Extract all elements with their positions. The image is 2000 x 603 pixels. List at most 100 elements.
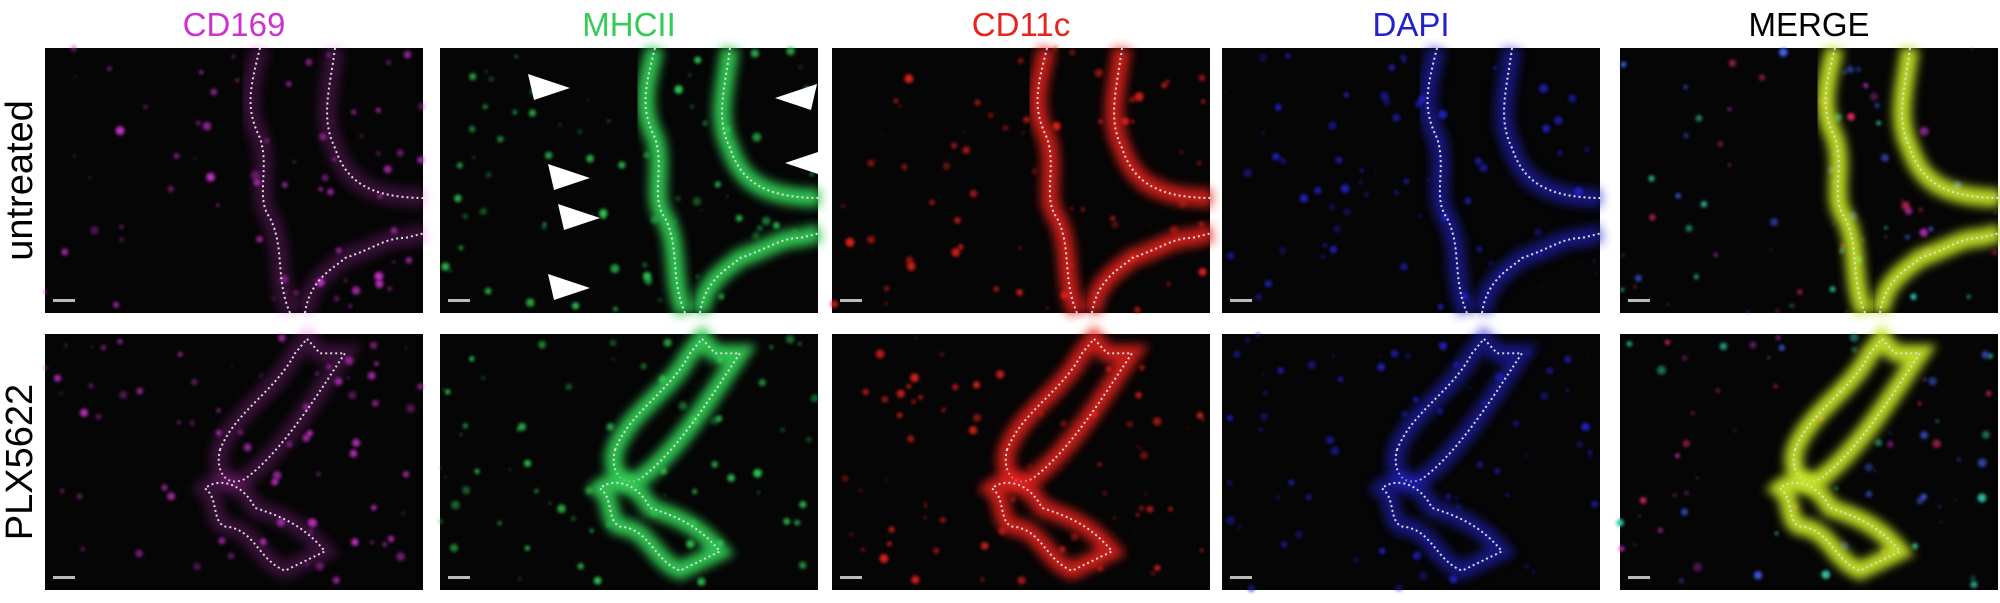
cell-signal bbox=[558, 123, 562, 127]
cell-signal bbox=[484, 70, 488, 73]
cell-signal bbox=[1201, 99, 1206, 104]
cell-signal bbox=[973, 381, 981, 389]
cell-signal bbox=[1135, 392, 1142, 399]
cell-signal bbox=[940, 352, 945, 357]
cell-signal bbox=[119, 391, 128, 399]
cell-signal bbox=[441, 262, 450, 271]
cell-signal bbox=[785, 335, 795, 344]
micrograph-panel bbox=[1222, 45, 1605, 317]
cell-signal bbox=[735, 214, 743, 222]
cell-signal bbox=[1845, 309, 1849, 313]
cell-signal bbox=[243, 443, 252, 452]
cell-signal bbox=[772, 221, 780, 229]
cell-signal bbox=[444, 476, 447, 479]
cell-signal bbox=[1533, 228, 1542, 237]
cell-signal bbox=[1412, 551, 1422, 560]
cell-signal bbox=[1935, 419, 1939, 423]
cell-signal bbox=[1018, 61, 1021, 64]
cell-signal bbox=[1665, 339, 1670, 345]
cell-signal bbox=[482, 104, 488, 109]
cell-signal bbox=[1977, 493, 1987, 503]
cell-signal bbox=[1524, 564, 1529, 569]
cell-signal bbox=[293, 290, 299, 296]
cell-signal bbox=[692, 197, 702, 206]
cell-signal bbox=[1297, 379, 1301, 383]
cell-signal bbox=[689, 104, 694, 109]
cell-signal bbox=[1578, 262, 1582, 266]
cell-signal bbox=[1616, 518, 1624, 527]
cell-signal bbox=[200, 130, 203, 133]
cell-signal bbox=[512, 109, 518, 115]
cell-signal bbox=[589, 528, 594, 533]
cell-signal bbox=[1439, 342, 1447, 350]
cell-signal bbox=[1401, 410, 1408, 418]
panel-content bbox=[441, 45, 823, 317]
cell-signal bbox=[417, 383, 424, 390]
cell-signal bbox=[1684, 491, 1689, 495]
cell-signal bbox=[74, 75, 77, 78]
cell-signal bbox=[799, 500, 807, 509]
cell-signal bbox=[117, 338, 123, 345]
panel-content bbox=[437, 325, 819, 586]
cell-signal bbox=[548, 502, 552, 505]
cell-signal bbox=[1851, 346, 1858, 353]
cell-signal bbox=[1388, 64, 1396, 71]
cell-signal bbox=[1385, 209, 1388, 212]
cell-signal bbox=[1932, 439, 1941, 449]
micrograph-panel bbox=[43, 325, 424, 590]
boundary-outline bbox=[1426, 47, 1468, 314]
cell-signal bbox=[100, 344, 107, 351]
cell-signal bbox=[1277, 367, 1284, 374]
cell-signal bbox=[1247, 585, 1255, 593]
cell-signal bbox=[1846, 65, 1855, 74]
cell-signal bbox=[1876, 120, 1881, 126]
scale-bar bbox=[448, 576, 470, 579]
row-label: untreated bbox=[0, 100, 41, 261]
cell-signal bbox=[136, 387, 144, 395]
cell-signal bbox=[974, 99, 981, 106]
cell-signal bbox=[1476, 246, 1482, 252]
cell-signal bbox=[1383, 98, 1391, 106]
cell-signal bbox=[1563, 355, 1572, 364]
cell-signal bbox=[1455, 495, 1459, 500]
cell-signal bbox=[1910, 293, 1917, 300]
cell-signal bbox=[1139, 364, 1145, 371]
cell-signal bbox=[1295, 530, 1303, 539]
cell-signal bbox=[392, 260, 396, 264]
cell-signal bbox=[1364, 192, 1369, 197]
cell-signal bbox=[202, 121, 212, 131]
panel-content bbox=[1616, 325, 1993, 589]
cell-signal bbox=[534, 488, 539, 494]
cell-signal bbox=[472, 155, 475, 159]
cell-signal bbox=[1243, 168, 1253, 178]
cell-signal bbox=[758, 378, 766, 387]
cell-signal bbox=[344, 279, 347, 282]
cell-signal bbox=[1374, 169, 1377, 172]
cell-signal bbox=[1864, 463, 1874, 472]
cell-signal bbox=[1379, 548, 1386, 555]
cell-signal bbox=[726, 195, 729, 198]
cell-signal bbox=[1505, 493, 1510, 497]
cell-signal bbox=[958, 244, 964, 250]
cell-signal bbox=[1340, 184, 1350, 193]
cell-signal bbox=[910, 373, 919, 383]
cell-signal bbox=[1954, 498, 1957, 501]
cell-signal bbox=[1715, 388, 1720, 393]
cell-signal bbox=[643, 152, 650, 159]
cell-signal bbox=[756, 225, 763, 232]
cell-signal bbox=[1832, 222, 1836, 226]
cell-signal bbox=[1690, 411, 1695, 416]
cell-signal bbox=[196, 120, 201, 126]
column-header: MHCII bbox=[582, 6, 676, 43]
cell-signal bbox=[167, 185, 174, 193]
cell-signal bbox=[1733, 429, 1737, 433]
cell-signal bbox=[307, 518, 314, 525]
cell-signal bbox=[230, 363, 234, 367]
cell-signal bbox=[1343, 92, 1349, 98]
cell-signal bbox=[571, 302, 580, 310]
cell-signal bbox=[1905, 234, 1911, 240]
cell-signal bbox=[1052, 46, 1058, 51]
cell-signal bbox=[1775, 335, 1781, 341]
cell-signal bbox=[901, 163, 908, 170]
cell-signal bbox=[396, 149, 404, 157]
